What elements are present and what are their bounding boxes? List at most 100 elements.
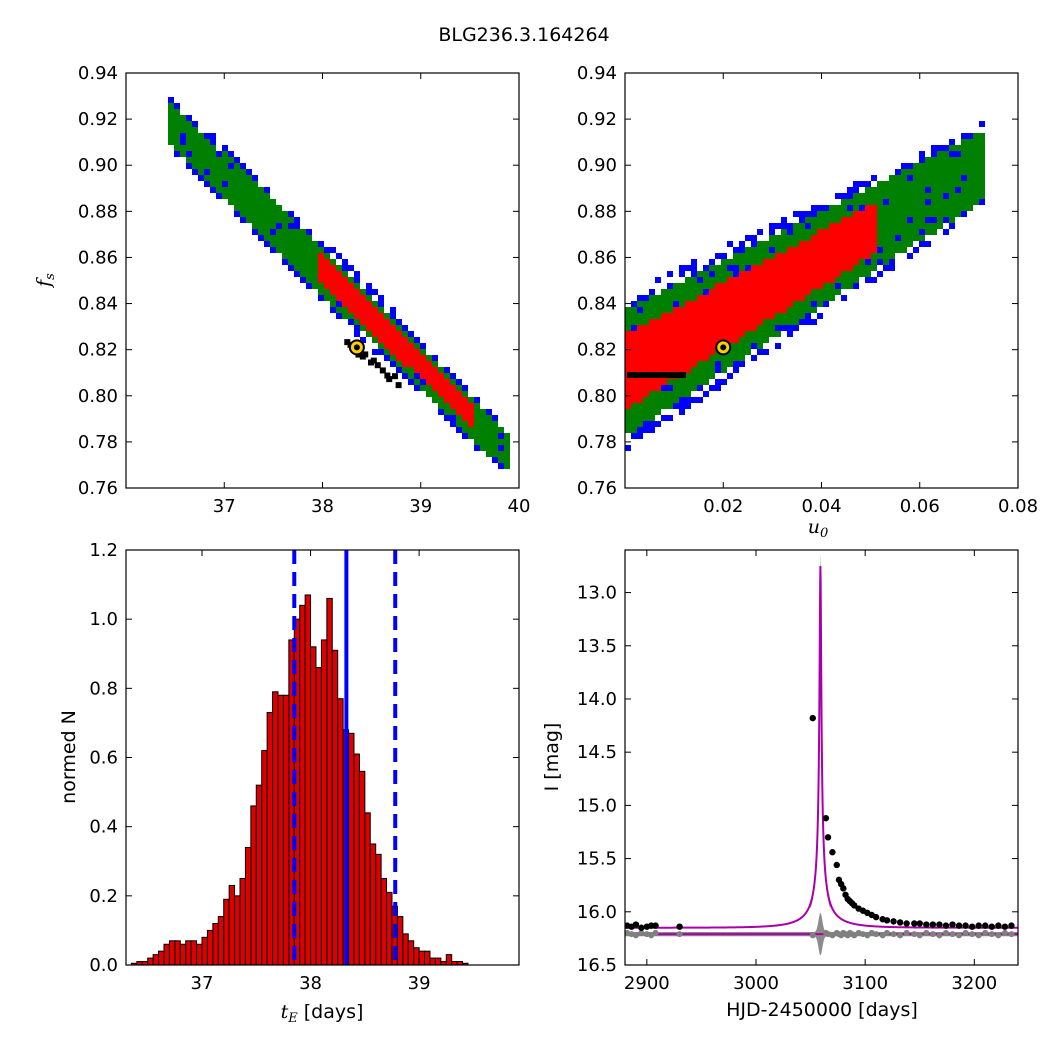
density-cell [853, 193, 859, 199]
density-cell [697, 271, 703, 277]
density-cell [312, 259, 318, 265]
density-cell [174, 127, 180, 133]
density-cell [889, 211, 895, 217]
histogram-bar [244, 846, 252, 966]
density-cell [474, 427, 480, 433]
density-cell [444, 379, 450, 385]
density-cell [643, 367, 649, 373]
density-cell [859, 241, 865, 247]
density-cell [919, 199, 925, 205]
density-cell [300, 229, 306, 235]
density-cell [931, 229, 937, 235]
density-cell [817, 235, 823, 241]
density-cell [835, 193, 841, 199]
density-cell [709, 367, 715, 373]
density-cell [925, 205, 931, 211]
density-cell [661, 301, 667, 307]
density-cell [895, 187, 901, 193]
density-cell [258, 193, 264, 199]
density-cell [889, 205, 895, 211]
density-cell [895, 205, 901, 211]
density-cell [805, 295, 811, 301]
density-cell [625, 319, 631, 325]
y-tick-label: 0.80 [577, 386, 617, 407]
density-cell [775, 343, 781, 349]
density-cell [727, 361, 733, 367]
y-tick-label: 16.0 [577, 902, 617, 923]
density-cell [186, 145, 192, 151]
histogram-bound-lines [292, 550, 398, 965]
density-cell [883, 181, 889, 187]
density-cell [631, 421, 637, 427]
density-cell [474, 415, 480, 421]
density-cell [919, 151, 925, 157]
density-cell [913, 175, 919, 181]
density-cell [733, 301, 739, 307]
density-cell [282, 223, 288, 229]
density-cell [961, 181, 967, 187]
y-tick-label: 13.0 [577, 583, 617, 604]
density-cell [865, 223, 871, 229]
density-cell [751, 337, 757, 343]
density-cell [703, 283, 709, 289]
density-cell [727, 301, 733, 307]
density-cell [835, 265, 841, 271]
density-cell [937, 199, 943, 205]
density-cell [414, 355, 420, 361]
density-cell [805, 217, 811, 223]
density-cell [234, 199, 240, 205]
density-cell [631, 403, 637, 409]
density-cell [817, 259, 823, 265]
density-cell [667, 283, 673, 289]
density-cell [763, 301, 769, 307]
residual-point [903, 929, 910, 936]
density-cell [901, 163, 907, 169]
density-cell [745, 265, 751, 271]
density-cell [679, 265, 685, 271]
density-cell [342, 295, 348, 301]
density-cell [703, 307, 709, 313]
density-cell [655, 277, 661, 283]
density-cell [234, 175, 240, 181]
density-cell [745, 253, 751, 259]
density-cell [649, 295, 655, 301]
density-cell [769, 289, 775, 295]
density-cell [739, 319, 745, 325]
density-cell [366, 289, 372, 295]
density-cell [384, 325, 390, 331]
density-cell [270, 217, 276, 223]
density-cell [474, 403, 480, 409]
density-cell [715, 385, 721, 391]
density-cell [240, 217, 246, 223]
density-cell [306, 271, 312, 277]
density-cell [438, 409, 444, 415]
density-cell [709, 265, 715, 271]
density-cell [763, 337, 769, 343]
density-cell [751, 271, 757, 277]
density-cell [889, 175, 895, 181]
density-cell [673, 337, 679, 343]
density-cell [955, 169, 961, 175]
density-cell [787, 259, 793, 265]
histogram-bar [217, 916, 225, 966]
density-cell [679, 379, 685, 385]
density-cell [973, 163, 979, 169]
density-cell [450, 421, 456, 427]
density-cell [883, 247, 889, 253]
density-cell [264, 235, 270, 241]
data-point [829, 849, 836, 856]
density-cell [276, 217, 282, 223]
density-cell [685, 367, 691, 373]
density-cell [721, 361, 727, 367]
density-cell [823, 229, 829, 235]
density-cell [180, 115, 186, 121]
y-tick-label: 0.84 [78, 294, 118, 315]
y-tick-label: 16.5 [577, 955, 617, 976]
density-cell [841, 247, 847, 253]
density-cell [931, 217, 937, 223]
histogram-bar [158, 950, 165, 966]
density-cell [697, 373, 703, 379]
density-cell [793, 325, 799, 331]
density-cell [733, 361, 739, 367]
density-cell [901, 205, 907, 211]
